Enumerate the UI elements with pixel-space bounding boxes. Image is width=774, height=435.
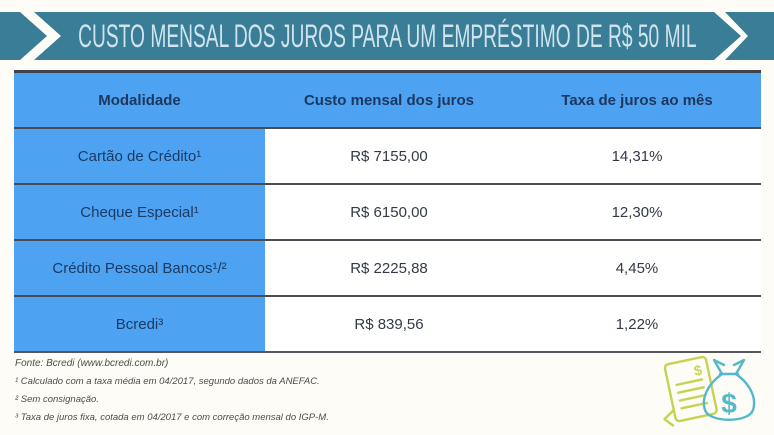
table-row: Cartão de Crédito¹ R$ 7155,00 14,31% <box>14 127 761 183</box>
svg-text:$: $ <box>692 361 703 378</box>
source-line: Fonte: Bcredi (www.bcredi.com.br) <box>15 358 169 369</box>
row-value-custo: R$ 2225,88 <box>265 241 513 295</box>
corner-icons: $ $ <box>663 355 756 427</box>
column-header-modalidade: Modalidade <box>14 73 265 127</box>
table-row: Crédito Pessoal Bancos¹/² R$ 2225,88 4,4… <box>14 239 761 295</box>
svg-text:$: $ <box>721 388 737 419</box>
money-bag-icon: $ <box>702 358 756 421</box>
row-value-taxa: 1,22% <box>513 297 761 351</box>
page-title: CUSTO MENSAL DOS JUROS PARA UM EMPRÉSTIM… <box>77 17 697 54</box>
banner-band: CUSTO MENSAL DOS JUROS PARA UM EMPRÉSTIM… <box>34 12 741 60</box>
row-value-custo: R$ 6150,00 <box>265 185 513 239</box>
column-header-taxa-juros: Taxa de juros ao mês <box>513 73 761 127</box>
banner-left-arrow <box>0 12 47 60</box>
table-row: Cheque Especial¹ R$ 6150,00 12,30% <box>14 183 761 239</box>
title-banner: CUSTO MENSAL DOS JUROS PARA UM EMPRÉSTIM… <box>0 12 774 60</box>
row-label-bcredi: Bcredi³ <box>14 297 265 351</box>
row-value-custo: R$ 7155,00 <box>265 129 513 183</box>
column-header-custo-mensal: Custo mensal dos juros <box>265 73 513 127</box>
footnotes-block: Fonte: Bcredi (www.bcredi.com.br) ¹ Calc… <box>15 358 635 430</box>
footnote-1: ¹ Calculado com a taxa média em 04/2017,… <box>15 376 320 387</box>
receipt-icon: $ <box>663 355 718 427</box>
row-value-taxa: 4,45% <box>513 241 761 295</box>
row-label-credito-pessoal: Crédito Pessoal Bancos¹/² <box>14 241 265 295</box>
table-row: Bcredi³ R$ 839,56 1,22% <box>14 295 761 351</box>
footnote-2: ² Sem consignação. <box>15 394 99 405</box>
row-value-taxa: 12,30% <box>513 185 761 239</box>
row-label-cheque-especial: Cheque Especial¹ <box>14 185 265 239</box>
table-header-row: Modalidade Custo mensal dos juros Taxa d… <box>14 73 761 127</box>
footnote-3: ³ Taxa de juros fixa, cotada em 04/2017 … <box>15 412 329 423</box>
row-value-custo: R$ 839,56 <box>265 297 513 351</box>
row-label-cartao-credito: Cartão de Crédito¹ <box>14 129 265 183</box>
interest-cost-table: Modalidade Custo mensal dos juros Taxa d… <box>14 70 761 353</box>
row-value-taxa: 14,31% <box>513 129 761 183</box>
